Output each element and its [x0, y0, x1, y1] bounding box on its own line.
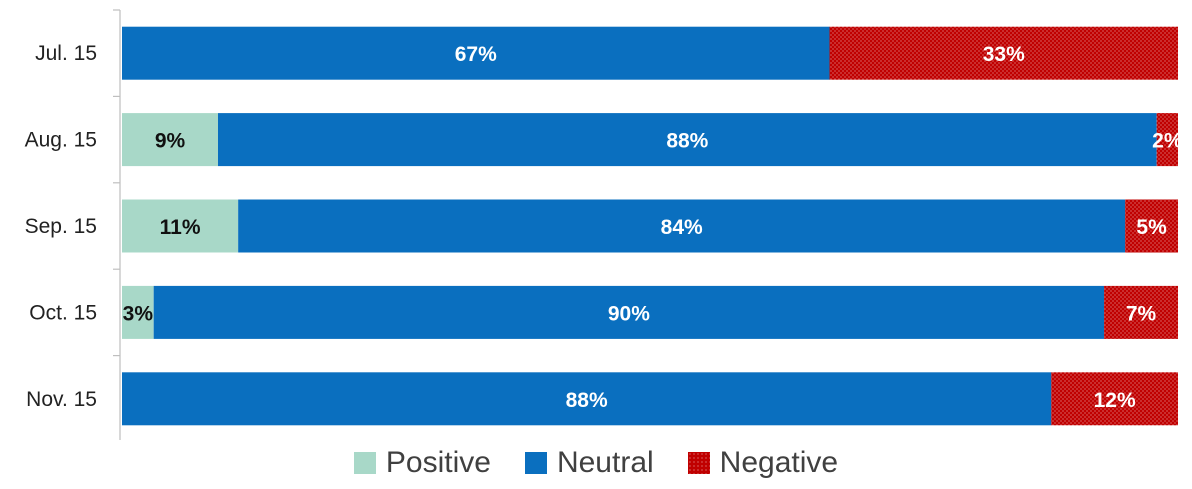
- bar-segment-positive: [122, 113, 218, 167]
- data-label-negative: 12%: [1094, 389, 1136, 412]
- legend-label-neutral: Neutral: [556, 446, 654, 479]
- legend-label-negative: Negative: [719, 446, 839, 479]
- category-label: Sep. 15: [25, 215, 97, 238]
- category-label: Jul. 15: [35, 42, 97, 65]
- bar-segment-neutral: [238, 199, 1126, 253]
- legend-item-negative: Negative: [687, 446, 839, 480]
- legend-item-neutral: Neutral: [524, 446, 654, 480]
- data-label-negative: 2%: [1152, 130, 1183, 153]
- data-label-positive: 3%: [123, 302, 154, 325]
- bar-segment-neutral: [122, 372, 1052, 426]
- legend: Positive Neutral Negative: [0, 440, 1192, 486]
- bar-segment-neutral: [218, 113, 1157, 167]
- legend-swatch-negative: [687, 452, 710, 474]
- bar-segment-negative: [1051, 372, 1178, 426]
- bar-segment-neutral: [122, 26, 830, 80]
- bar-segment-neutral: [153, 285, 1105, 339]
- bar-segment-negative: [1104, 285, 1178, 339]
- legend-swatch-positive: [353, 452, 376, 474]
- data-label-neutral: 84%: [661, 216, 703, 239]
- data-label-neutral: 67%: [455, 43, 497, 66]
- category-label: Nov. 15: [26, 388, 97, 411]
- data-label-negative: 33%: [983, 43, 1025, 66]
- value-labels: 67% 33% 9% 88% 2% 11% 84% 5% 3% 90% 7% 88% 12%: [123, 43, 1183, 412]
- bars: [122, 26, 1178, 426]
- y-axis: Jul. 15 Aug. 15 Sep. 15 Oct. 15 Nov. 15: [25, 9, 121, 440]
- data-label-negative: 7%: [1126, 302, 1157, 325]
- data-label-neutral: 90%: [608, 302, 650, 325]
- data-label-neutral: 88%: [566, 389, 608, 412]
- bar-segment-negative: [829, 26, 1178, 80]
- data-label-positive: 11%: [160, 216, 201, 239]
- legend-swatch-neutral: [524, 452, 547, 474]
- data-label-negative: 5%: [1136, 216, 1167, 239]
- chart-plot: Jul. 15 Aug. 15 Sep. 15 Oct. 15 Nov. 15 67% 3…: [24, 9, 1183, 440]
- data-label-neutral: 88%: [666, 130, 708, 153]
- legend-item-positive: Positive: [353, 446, 491, 480]
- bar-segment-negative: [1125, 199, 1178, 253]
- category-label: Oct. 15: [29, 301, 97, 324]
- bar-segment-negative: [1156, 113, 1178, 167]
- bar-segment-positive: [122, 199, 239, 253]
- category-label: Aug. 15: [25, 129, 97, 152]
- legend-label-positive: Positive: [385, 446, 491, 479]
- bar-segment-positive: [122, 285, 154, 339]
- data-label-positive: 9%: [155, 130, 186, 153]
